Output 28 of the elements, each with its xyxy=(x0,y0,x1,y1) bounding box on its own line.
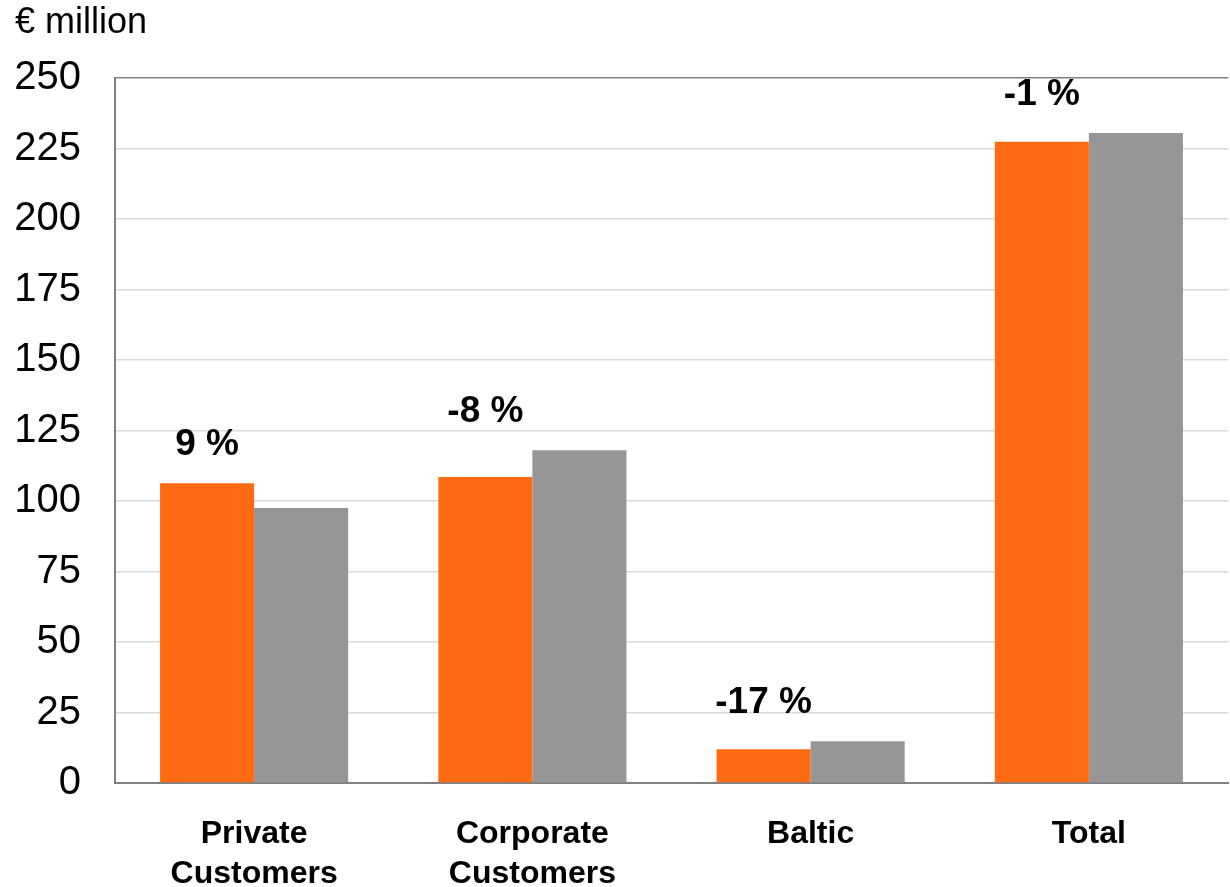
y-tick-label: 175 xyxy=(14,264,81,309)
bar xyxy=(254,508,349,783)
x-tick-label: Baltic xyxy=(767,813,855,850)
bar xyxy=(716,749,811,783)
bar xyxy=(994,141,1089,783)
bar xyxy=(160,483,255,783)
x-tick-label: Total xyxy=(1051,813,1126,850)
annotation: -8 % xyxy=(447,389,524,431)
y-tick-label: 250 xyxy=(14,53,81,98)
y-tick-label: 0 xyxy=(58,758,81,803)
bar xyxy=(1088,132,1183,783)
y-tick-label: 75 xyxy=(36,546,81,591)
y-axis-title: € million xyxy=(15,0,148,41)
y-tick-label: 225 xyxy=(14,123,81,168)
y-tick-label: 200 xyxy=(14,194,81,239)
y-tick-label: 100 xyxy=(14,476,81,521)
annotation: 9 % xyxy=(175,422,239,464)
annotation: -1 % xyxy=(1003,72,1080,114)
y-tick-label: 50 xyxy=(36,617,81,662)
bar xyxy=(438,477,533,783)
bar xyxy=(810,741,905,783)
bar xyxy=(532,450,627,783)
annotation: -17 % xyxy=(715,680,812,722)
y-tick-label: 125 xyxy=(14,405,81,450)
y-tick-label: 25 xyxy=(36,687,81,732)
y-tick-label: 150 xyxy=(14,335,81,380)
x-tick-label: Corporate Customers xyxy=(448,813,616,887)
x-tick-label: Private Customers xyxy=(170,813,338,887)
